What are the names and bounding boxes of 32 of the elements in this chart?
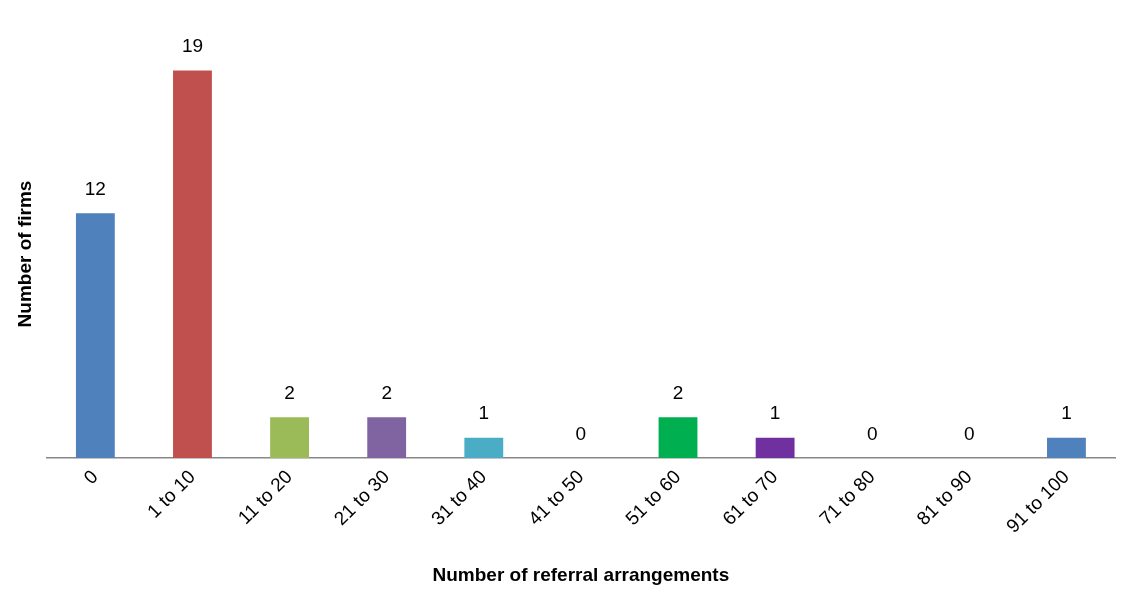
- bar: [75, 213, 115, 459]
- x-tick-label: 41 to 50: [524, 465, 588, 530]
- data-label: 0: [575, 422, 587, 444]
- data-label: 1: [769, 402, 781, 424]
- x-tick-label: 71 to 80: [815, 465, 879, 530]
- bar: [270, 417, 309, 459]
- bar: [1047, 437, 1086, 459]
- data-label: 1: [478, 402, 490, 424]
- data-label: 2: [284, 381, 295, 403]
- data-label: 0: [964, 422, 975, 444]
- bar: [367, 417, 407, 459]
- x-tick-label: 21 to 30: [329, 465, 394, 530]
- x-tick-label: 31 to 40: [426, 465, 491, 530]
- x-tick-label: 0: [79, 465, 102, 489]
- bar: [658, 417, 698, 459]
- data-label: 2: [672, 381, 684, 403]
- data-label: 12: [84, 177, 106, 199]
- data-label: 2: [381, 381, 392, 403]
- data-label: 0: [866, 422, 878, 444]
- x-tick-label: 1 to 10: [143, 465, 199, 522]
- y-axis-title: Number of firms: [13, 180, 35, 328]
- x-axis-title: Number of referral arrangements: [432, 563, 730, 585]
- x-tick-label: 91 to 100: [1002, 465, 1073, 537]
- bar: [464, 437, 504, 459]
- bar: [173, 70, 212, 459]
- x-tick-label: 11 to 20: [233, 465, 297, 529]
- bar: [755, 437, 795, 459]
- data-label: 19: [181, 35, 204, 57]
- x-tick-label: 61 to 70: [718, 465, 782, 530]
- x-tick-label: 51 to 60: [621, 465, 685, 530]
- x-tick-label: 81 to 90: [912, 465, 976, 530]
- data-label: 1: [1061, 402, 1072, 424]
